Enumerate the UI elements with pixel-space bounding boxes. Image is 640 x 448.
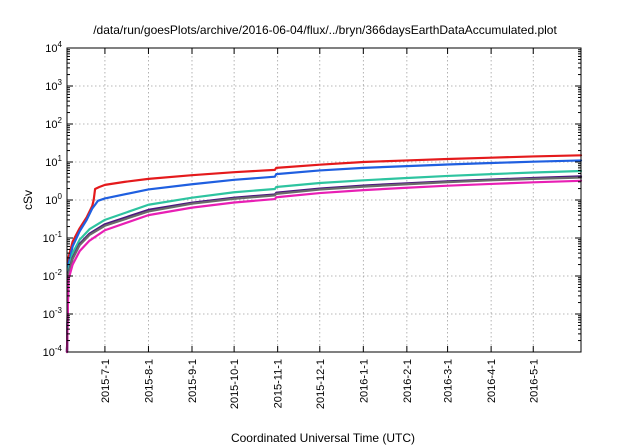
x-axis-label: Coordinated Universal Time (UTC) (231, 431, 415, 445)
x-tick-label: 2016-5-1 (528, 359, 540, 403)
y-tick-label: 10-4 (43, 344, 63, 359)
axis-ticks (67, 47, 581, 353)
y-tick-label: 103 (45, 78, 62, 93)
y-tick-label: 10-3 (43, 306, 63, 321)
x-tick-label: 2015-10-1 (229, 359, 241, 409)
x-tick-label: 2015-7-1 (100, 359, 112, 403)
grid (67, 48, 581, 352)
y-tick-label: 100 (45, 192, 62, 207)
x-tick-label: 2015-9-1 (187, 359, 199, 403)
x-tick-label: 2015-11-1 (273, 359, 285, 408)
x-tick-label: 2016-3-1 (443, 359, 455, 403)
y-tick-label: 10-1 (43, 230, 63, 245)
y-tick-labels: 10-4 10-3 10-2 10-1 100 101 102 103 104 (43, 40, 63, 359)
x-tick-label: 2016-4-1 (486, 359, 498, 403)
series-line-4 (65, 175, 583, 354)
series-line-5 (65, 176, 583, 354)
x-tick-label: 2015-8-1 (143, 359, 155, 403)
series-line-1 (65, 154, 583, 354)
x-tick-label: 2016-1-1 (358, 359, 370, 403)
y-tick-label: 10-2 (43, 268, 63, 283)
series-line-6 (65, 179, 583, 354)
series-line-3 (65, 169, 583, 354)
x-tick-labels: 2015-7-1 2015-8-1 2015-9-1 2015-10-1 2015-11… (100, 359, 540, 409)
x-tick-label: 2015-12-1 (315, 359, 327, 409)
y-axis-label: cSv (21, 190, 35, 210)
y-tick-label: 101 (45, 154, 62, 169)
chart-title: /data/run/goesPlots/archive/2016-06-04/f… (93, 23, 557, 37)
series-group (65, 154, 583, 354)
y-tick-label: 102 (45, 116, 62, 131)
y-tick-label: 104 (45, 40, 62, 55)
x-tick-label: 2016-2-1 (402, 359, 414, 403)
series-line-2 (65, 159, 583, 354)
